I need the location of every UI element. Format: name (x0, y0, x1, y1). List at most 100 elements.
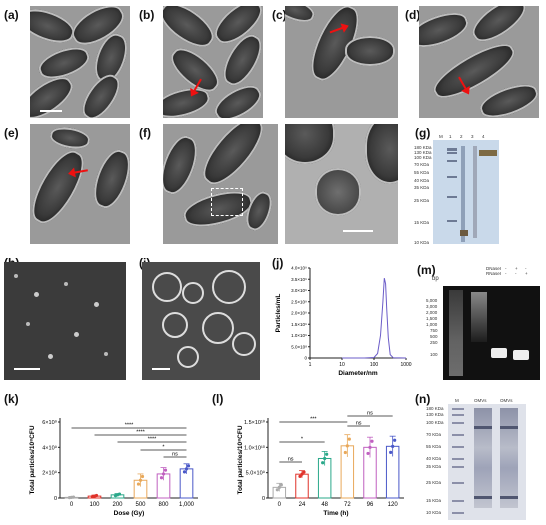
data-point (302, 470, 306, 474)
y-tick-label: 1.0×10⁹ (291, 333, 307, 338)
data-point (391, 444, 395, 448)
y-axis-title: Total particles/10⁸CFU (29, 425, 36, 494)
significance-label: ns (172, 452, 178, 458)
y-tick-label: 5.0×10⁸ (291, 344, 307, 349)
tem-image-a (30, 6, 130, 118)
gel-m-marker: 1,000 (426, 322, 438, 327)
gel-g-marker: 70 KDa (414, 162, 430, 167)
gel-m-marker: 500 (430, 334, 438, 339)
panel-label-d: (d) (405, 8, 421, 22)
gel-m-marker: 1,500 (426, 316, 438, 321)
gel-g-marker: 35 KDa (414, 185, 430, 190)
panel-label-c: (c) (272, 8, 287, 22)
size-distribution-line (342, 277, 407, 359)
x-tick-label: 1000 (400, 362, 411, 368)
gel-g-lane-3: 3 (471, 134, 474, 139)
gel-m-sign: - (515, 271, 517, 276)
y-tick-label: 0 (304, 356, 307, 361)
gel-m-sign: - (505, 266, 507, 271)
x-tick-label: 0 (278, 502, 282, 508)
data-point (275, 488, 279, 492)
gel-g-marker: 40 KDa (414, 178, 430, 183)
tem-image-f-zoom (285, 124, 398, 244)
panel-label-k: (k) (4, 392, 19, 406)
gel-n-marker: 100 KDa (426, 420, 444, 425)
tem-image-f (163, 124, 278, 244)
bar-24 (295, 473, 309, 499)
data-point (393, 438, 397, 442)
significance-label: * (301, 437, 304, 443)
agarose-gel-m (443, 286, 540, 380)
gel-g-marker: 55 KDa (414, 170, 430, 175)
data-point (279, 483, 283, 487)
data-point (94, 493, 99, 498)
data-point (345, 444, 349, 448)
significance-label: **** (125, 423, 134, 429)
panel-label-f: (f) (139, 126, 151, 140)
panel-label-a: (a) (4, 8, 19, 22)
chart-l-time-course: 0 5.0×10⁹ 1.0×10¹⁰ 1.5×10¹⁰ 0 24 48 72 96 120 Time… (237, 411, 404, 517)
tem-image-b (163, 6, 263, 118)
gel-g-lane-2: 2 (460, 134, 463, 139)
y-tick-label: 2.0×10⁹ (291, 311, 307, 316)
gel-g-marker: 130 KDa (414, 150, 432, 155)
data-point (323, 456, 327, 461)
y-tick-label: 4×10⁹ (42, 444, 57, 451)
panel-label-g: (g) (415, 126, 431, 140)
x-tick-label: 1,000 (179, 502, 195, 508)
y-tick-label: 2×10⁹ (42, 470, 57, 477)
x-axis-title: Dose (Gy) (114, 510, 145, 517)
data-point (182, 470, 187, 474)
data-point (347, 437, 351, 441)
data-point (389, 450, 393, 454)
significance-label: ns (288, 457, 294, 463)
x-tick-label: 48 (321, 502, 328, 508)
x-tick-label: 0 (70, 502, 74, 508)
gel-m-sign: - (525, 266, 527, 271)
y-tick-label: 0 (262, 496, 265, 502)
panel-label-m: (m) (417, 263, 436, 277)
data-point (138, 478, 143, 482)
gel-g-marker: 10 KDa (414, 240, 430, 245)
gel-n-lane-omvs-1: OMVs (474, 398, 487, 403)
x-tick-label: 800 (158, 502, 169, 508)
chart-k-dose-response: 0 2×10⁹ 4×10⁹ 6×10⁹ 0 100 200 500 800 1,000 Dose (… (29, 418, 198, 517)
significance-label: ns (367, 411, 373, 417)
gel-g-lane-m: M (439, 134, 443, 139)
x-tick-label: 10 (339, 362, 345, 368)
gel-m-lane-m: M (450, 278, 455, 284)
x-tick-label: 200 (112, 502, 123, 508)
gel-g-lane-4: 4 (482, 134, 485, 139)
data-point (159, 476, 164, 480)
gel-g-marker: 15 KDa (414, 220, 430, 225)
y-tick-label: 0 (54, 496, 57, 502)
sds-page-gel-g (433, 140, 499, 244)
gel-n-marker: 55 KDa (426, 444, 442, 449)
gel-m-sign: + (515, 266, 518, 271)
gel-n-marker: 25 KDa (426, 480, 442, 485)
x-tick-label: 100 (89, 502, 100, 508)
significance-label: **** (136, 430, 145, 436)
x-axis-title: Diameter/nm (338, 370, 378, 377)
gel-n-marker: 40 KDa (426, 456, 442, 461)
significance-label: *** (310, 417, 317, 423)
y-tick-label: 2.5×10⁹ (291, 299, 307, 304)
data-point (370, 439, 374, 443)
data-point (298, 474, 302, 478)
data-point (343, 450, 347, 455)
y-axis-title: Total particles/10⁸CFU (237, 425, 244, 494)
gel-m-marker: 5,000 (426, 298, 438, 303)
significance-label: **** (148, 437, 157, 443)
significance-label: ns (356, 421, 362, 427)
gel-m-marker: 250 (430, 340, 438, 345)
data-point (277, 485, 281, 489)
x-tick-label: 72 (344, 502, 351, 508)
data-point (184, 467, 189, 471)
panel-label-j: (j) (272, 256, 284, 270)
x-tick-label: 96 (367, 502, 374, 508)
data-point (71, 495, 76, 499)
gel-m-marker: 100 (430, 352, 438, 357)
x-tick-label: 24 (299, 502, 306, 508)
y-tick-label: 6×10⁹ (42, 419, 57, 426)
gel-g-marker: 100 KDa (414, 155, 432, 160)
